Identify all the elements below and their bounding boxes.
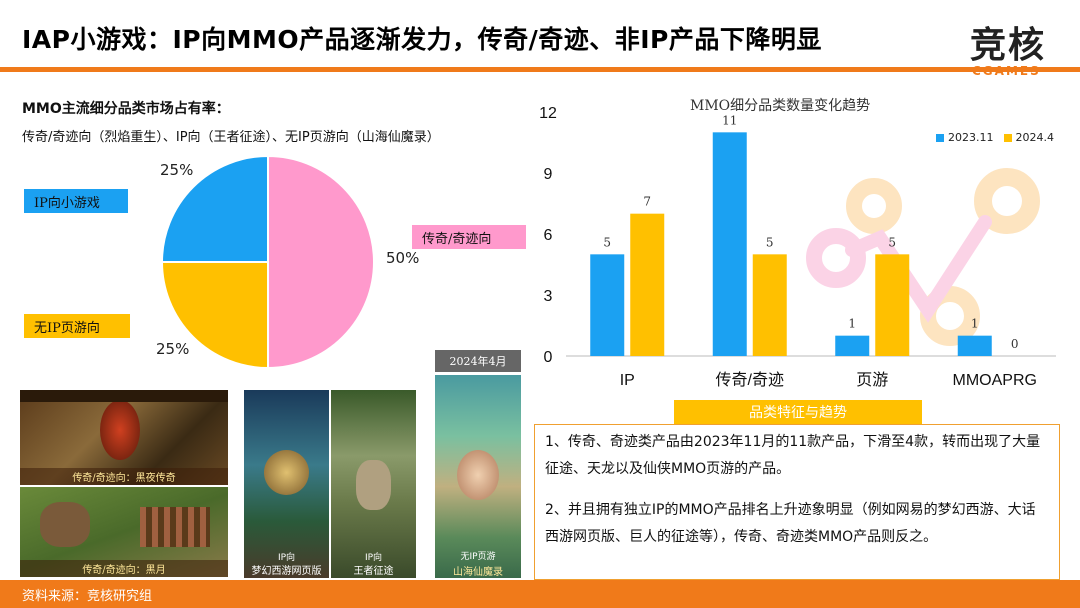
features-point-2: 2、并且拥有独立IP的MMO产品排名上升迹象明显（例如网易的梦幻西游、大话西游网… <box>545 502 1036 545</box>
decor-ring <box>846 178 902 234</box>
y-tick-label: 3 <box>544 288 553 305</box>
bar-value-label: 5 <box>603 235 611 249</box>
tag-ip-minigame: IP向小游戏 <box>24 189 128 213</box>
bar-value-label: 1 <box>848 317 856 331</box>
tag-noip-webgame: 无IP页游向 <box>24 314 130 338</box>
logo-cgames: 竞核 <box>970 25 1047 66</box>
bar-0-1 <box>712 132 747 356</box>
decor-ring <box>806 228 866 288</box>
screenshot-type: IP向 <box>277 553 296 563</box>
screenshot-caption: 传奇/奇迹向：黑夜传奇 <box>20 468 228 485</box>
legend-item-2024: 2024.4 <box>1003 131 1054 144</box>
screenshot-wangzhe-zhengtu: IP向 王者征途 <box>331 390 416 578</box>
screenshot-type: IP向 <box>364 553 383 563</box>
bar-value-label: 0 <box>1011 337 1019 351</box>
pie-subheading: 传奇/奇迹向（烈焰重生）、IP向（王者征途）、无IP页游向（山海仙魔录） <box>22 130 440 145</box>
footer-bar: 资料来源：竞核研究组 <box>0 580 1080 608</box>
page-title: IAP小游戏：IP向MMO产品逐渐发力，传奇/奇迹、非IP产品下降明显 <box>22 25 822 54</box>
screenshot-caption: 传奇/奇迹向：黑月 <box>20 560 228 577</box>
screenshot-caption: 山海仙魔录 <box>453 567 503 578</box>
bar-value-label: 11 <box>722 113 737 127</box>
category-count-bar-chart: 0 3 6 9 12 5 7 IP 11 5 传奇/奇迹 1 5 页游 1 0 MMOAPRG <box>539 105 1056 389</box>
bar-1-1 <box>752 254 787 356</box>
pie-heading: MMO主流细分品类市场占有率： <box>22 101 230 117</box>
bar-value-label: 7 <box>643 195 651 209</box>
pie-pct-ip: 25% <box>160 161 194 179</box>
date-tag: 2024年4月 <box>435 350 521 372</box>
y-tick-label: 12 <box>539 105 557 122</box>
bar-value-label: 5 <box>888 235 896 249</box>
screenshot-shanhai-xianmo: 无IP页游 山海仙魔录 <box>435 375 521 578</box>
tag-legend-miracle: 传奇/奇迹向 <box>412 225 526 249</box>
screenshot-heiye-chuanqi: 传奇/奇迹向：黑夜传奇 <box>20 390 228 485</box>
features-title: 品类特征与趋势 <box>674 400 922 424</box>
bar-0-3 <box>957 335 992 356</box>
pie-slice-1 <box>160 261 269 370</box>
bar-0-0 <box>590 254 625 356</box>
x-category-label: 页游 <box>856 371 888 389</box>
x-category-label: 传奇/奇迹 <box>716 371 784 389</box>
title-divider <box>0 67 1080 72</box>
pie-pct-legend: 50% <box>386 249 420 267</box>
bar-1-0 <box>630 213 665 356</box>
bar-value-label: 5 <box>766 235 774 249</box>
screenshot-type: 无IP页游 <box>460 552 496 562</box>
screenshot-heiyue: 传奇/奇迹向：黑月 <box>20 487 228 577</box>
x-category-label: MMOAPRG <box>953 372 1037 389</box>
features-box: 1、传奇、奇迹类产品由2023年11月的11款产品，下滑至4款，转而出现了大量征… <box>534 424 1060 580</box>
legend-item-2023: 2023.11 <box>936 131 994 144</box>
screenshot-caption: 王者征途 <box>353 566 394 577</box>
source-note: 资料来源：竞核研究组 <box>22 589 153 604</box>
bar-legend: 2023.11 2024.4 <box>936 131 1054 144</box>
market-share-pie-chart <box>160 154 375 370</box>
x-category-label: IP <box>620 372 635 389</box>
y-tick-label: 9 <box>544 166 553 183</box>
screenshot-caption: 梦幻西游网页版 <box>251 566 322 577</box>
bar-chart-title: MMO细分品类数量变化趋势 <box>690 98 871 114</box>
features-point-1: 1、传奇、奇迹类产品由2023年11月的11款产品，下滑至4款，转而出现了大量征… <box>545 434 1041 477</box>
bar-0-2 <box>835 335 870 356</box>
bar-1-2 <box>875 254 910 356</box>
y-tick-label: 0 <box>544 349 553 366</box>
bar-value-label: 1 <box>971 317 979 331</box>
y-tick-label: 6 <box>544 227 553 244</box>
pie-slice-0 <box>267 154 375 370</box>
screenshot-menghuan-xiyou: IP向 梦幻西游网页版 <box>244 390 329 578</box>
pie-pct-noip: 25% <box>156 340 190 358</box>
pie-slice-2 <box>160 154 269 263</box>
decor-ring <box>974 168 1040 234</box>
